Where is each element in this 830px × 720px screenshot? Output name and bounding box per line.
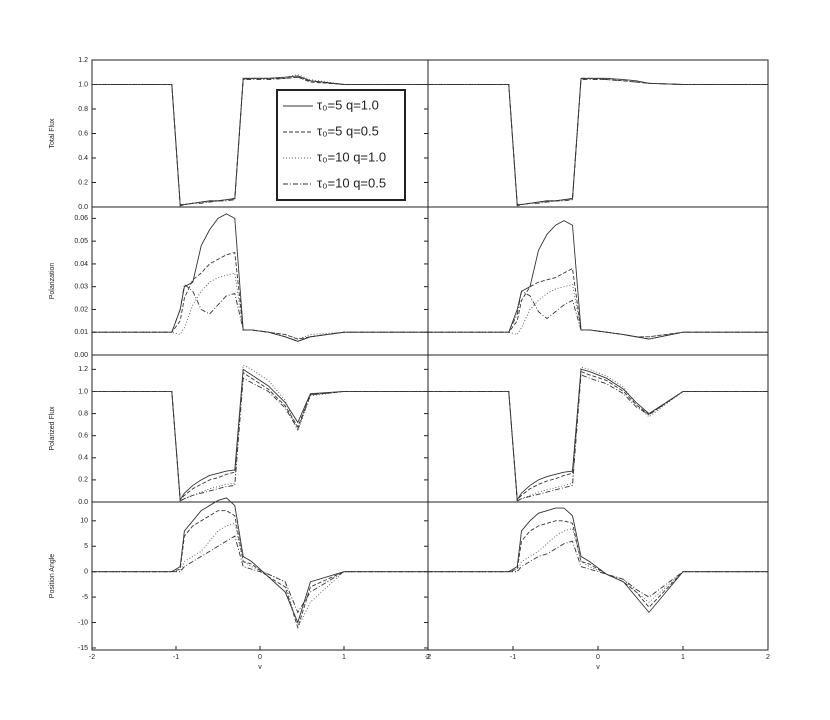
data-line bbox=[92, 535, 428, 614]
panel-frame bbox=[427, 59, 769, 208]
x-axis-label: v bbox=[596, 664, 600, 671]
y-tick-label: 0.0 bbox=[78, 499, 88, 506]
panel-frame bbox=[427, 206, 769, 356]
panel-frame bbox=[91, 354, 429, 503]
legend-box bbox=[276, 89, 406, 201]
data-line bbox=[428, 77, 768, 205]
y-tick-label: 1.2 bbox=[78, 57, 88, 64]
data-line bbox=[428, 520, 768, 608]
y-tick-label: 0.00 bbox=[74, 352, 88, 359]
y-axis-label: Polarization bbox=[49, 263, 56, 300]
y-tick-label: 0.8 bbox=[78, 410, 88, 417]
legend-label: τ₀=5 q=0.5 bbox=[317, 123, 379, 138]
x-tick-label: 0 bbox=[258, 654, 262, 661]
panel-frame bbox=[427, 354, 769, 503]
y-tick-label: 1.2 bbox=[78, 366, 88, 373]
data-line bbox=[428, 540, 768, 598]
x-tick-label: 2 bbox=[766, 654, 770, 661]
data-line bbox=[428, 527, 768, 603]
data-line bbox=[92, 377, 428, 502]
y-tick-label: 0.4 bbox=[78, 155, 88, 162]
x-axis-label: v bbox=[258, 664, 262, 671]
y-tick-label: 0.01 bbox=[74, 329, 88, 336]
data-line bbox=[92, 371, 428, 501]
data-line bbox=[92, 251, 428, 340]
y-tick-label: 0.05 bbox=[74, 238, 88, 245]
panel-frame bbox=[91, 206, 429, 356]
data-line bbox=[428, 283, 768, 338]
data-line bbox=[92, 368, 428, 502]
data-line bbox=[428, 370, 768, 501]
x-tick-label: -2 bbox=[89, 654, 95, 661]
data-line bbox=[428, 77, 768, 205]
y-tick-label: 5 bbox=[84, 543, 88, 550]
x-tick-label: 0 bbox=[596, 654, 600, 661]
y-tick-label: 0.0 bbox=[78, 204, 88, 211]
legend-label: τ₀=10 q=0.5 bbox=[317, 175, 386, 190]
data-line bbox=[428, 507, 768, 614]
x-tick-label: -1 bbox=[173, 654, 179, 661]
data-line bbox=[428, 267, 768, 338]
legend-label: τ₀=10 q=1.0 bbox=[317, 149, 386, 164]
y-tick-label: 0.2 bbox=[78, 179, 88, 186]
data-line bbox=[92, 74, 428, 207]
y-tick-label: -15 bbox=[78, 645, 88, 652]
data-line bbox=[92, 283, 428, 342]
data-line bbox=[428, 220, 768, 340]
y-tick-label: 0.6 bbox=[78, 130, 88, 137]
x-tick-label: 1 bbox=[342, 654, 346, 661]
x-tick-label: -1 bbox=[510, 654, 516, 661]
x-tick-label: -2 bbox=[425, 654, 431, 661]
data-line bbox=[92, 522, 428, 629]
x-tick-label: 2 bbox=[426, 654, 430, 661]
data-line bbox=[92, 364, 428, 502]
data-line bbox=[428, 368, 768, 502]
y-tick-label: 0.6 bbox=[78, 433, 88, 440]
y-tick-label: 0.03 bbox=[74, 284, 88, 291]
legend-label: τ₀=5 q=1.0 bbox=[317, 97, 379, 112]
y-tick-label: 0.8 bbox=[78, 106, 88, 113]
data-line bbox=[92, 76, 428, 207]
y-tick-label: 0.06 bbox=[74, 215, 88, 222]
data-line bbox=[428, 374, 768, 502]
y-tick-label: 1.0 bbox=[78, 81, 88, 88]
data-line bbox=[428, 79, 768, 207]
y-tick-label: -5 bbox=[82, 594, 88, 601]
y-tick-label: -10 bbox=[78, 619, 88, 626]
data-line bbox=[92, 510, 428, 630]
y-tick-label: 1.0 bbox=[78, 388, 88, 395]
y-tick-label: 0.4 bbox=[78, 455, 88, 462]
y-axis-label: Polarized Flux bbox=[49, 406, 56, 451]
y-tick-label: 0.04 bbox=[74, 261, 88, 268]
data-line bbox=[92, 75, 428, 205]
data-line bbox=[92, 213, 428, 342]
x-tick-label: 1 bbox=[681, 654, 685, 661]
y-tick-label: 10 bbox=[80, 518, 88, 525]
y-axis-label: Position Angle bbox=[49, 554, 56, 598]
data-line bbox=[428, 77, 768, 207]
data-line bbox=[428, 366, 768, 502]
data-line bbox=[92, 497, 428, 624]
panel-frame bbox=[427, 501, 769, 651]
panel-frame bbox=[91, 501, 429, 651]
y-tick-label: 0.02 bbox=[74, 306, 88, 313]
data-line bbox=[428, 290, 768, 340]
y-axis-label: Total Flux bbox=[49, 118, 56, 148]
data-line bbox=[92, 272, 428, 340]
y-tick-label: 0.2 bbox=[78, 477, 88, 484]
y-tick-label: 0 bbox=[84, 569, 88, 576]
